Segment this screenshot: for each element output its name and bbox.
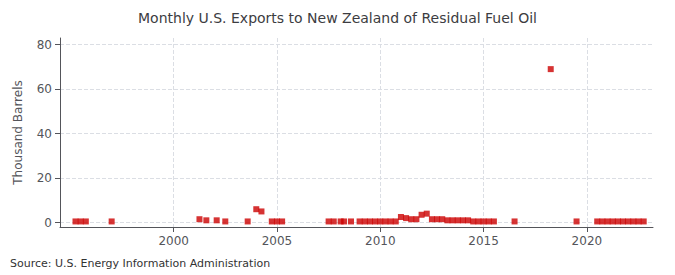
svg-text:60: 60 <box>37 82 52 96</box>
svg-text:2020: 2020 <box>572 234 603 248</box>
svg-text:0: 0 <box>44 216 52 230</box>
svg-text:80: 80 <box>37 38 52 52</box>
svg-text:2000: 2000 <box>158 234 189 248</box>
svg-text:2010: 2010 <box>365 234 396 248</box>
svg-text:Monthly U.S. Exports to New Ze: Monthly U.S. Exports to New Zealand of R… <box>138 10 537 26</box>
svg-text:Source: U.S. Energy Informatio: Source: U.S. Energy Information Administ… <box>10 257 270 270</box>
svg-text:20: 20 <box>37 171 52 185</box>
svg-text:Thousand Barrels: Thousand Barrels <box>11 80 25 185</box>
svg-text:2015: 2015 <box>468 234 499 248</box>
svg-text:2005: 2005 <box>262 234 293 248</box>
svg-text:40: 40 <box>37 127 52 141</box>
